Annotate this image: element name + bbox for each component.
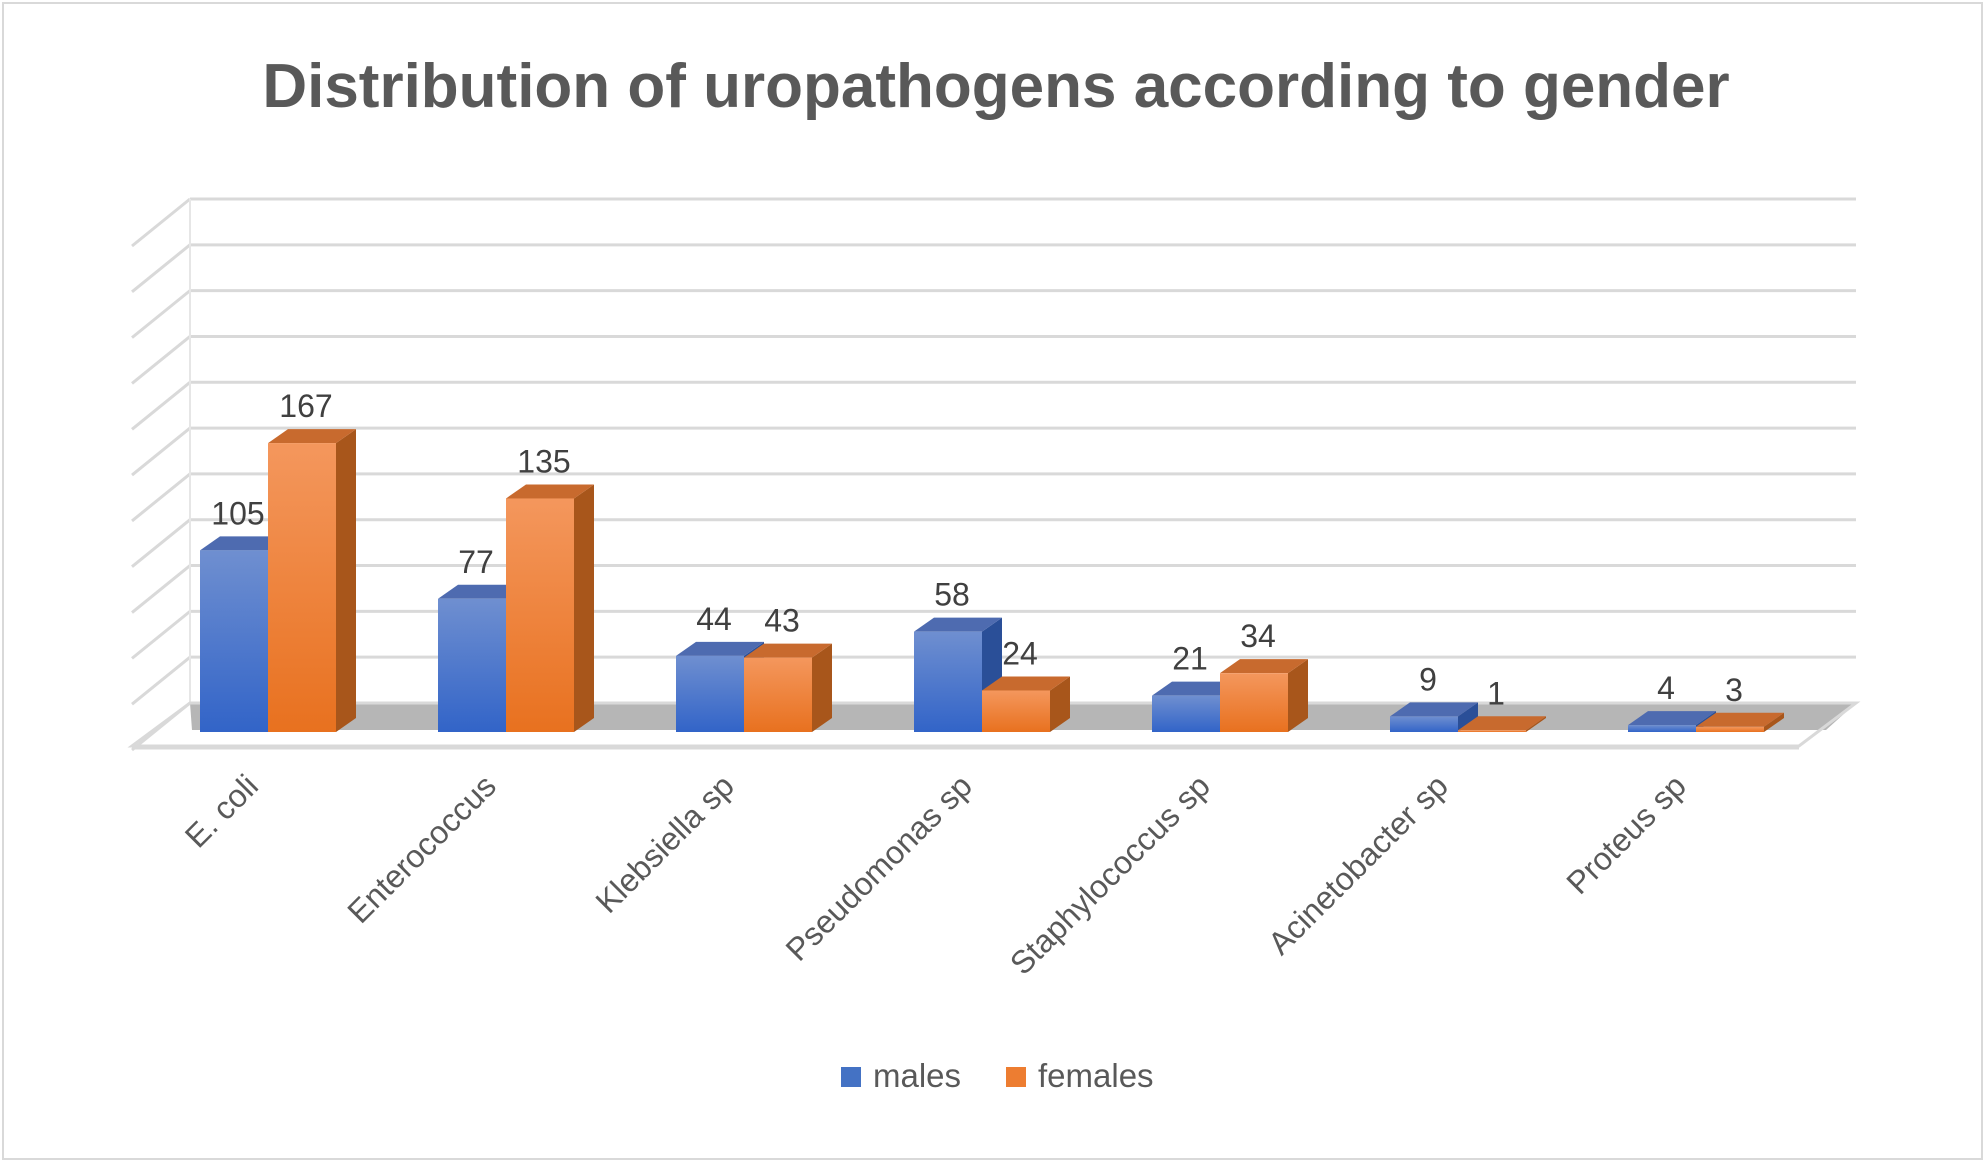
bar-top — [1628, 711, 1716, 726]
chart-svg: Distribution of uropathogens according t… — [127, 52, 1861, 1094]
floor-outline — [127, 701, 1861, 748]
bar-front — [438, 598, 506, 732]
data-label-males-0: 105 — [211, 495, 264, 531]
gridline-side — [131, 518, 191, 568]
bar-front — [1390, 716, 1458, 732]
category-label-0: E. coli — [178, 767, 265, 854]
bar-front — [1220, 673, 1288, 732]
bar-side — [1764, 712, 1784, 732]
category-label-2: Klebsiella sp — [588, 767, 740, 919]
category-label-3: Pseudomonas sp — [779, 767, 979, 967]
gridline-side — [131, 335, 191, 385]
legend: males females — [841, 1057, 1154, 1094]
bar-front — [506, 498, 574, 732]
data-label-males-3: 58 — [934, 577, 970, 613]
bar-front — [1628, 725, 1696, 732]
legend-swatch-females — [1006, 1067, 1026, 1087]
bar-females-1 — [506, 484, 594, 732]
category-label-1: Enterococcus — [340, 767, 503, 930]
bar-top — [982, 676, 1070, 691]
bar-top — [1220, 659, 1308, 674]
legend-swatch-males — [841, 1067, 861, 1087]
bar-front — [1152, 695, 1220, 732]
bar-females-2 — [744, 643, 832, 732]
bar-top — [1390, 702, 1478, 717]
category-label-6: Proteus sp — [1559, 767, 1693, 901]
gridline-side — [131, 289, 191, 339]
gridline-side — [131, 656, 191, 706]
bar-front — [1458, 730, 1526, 732]
bar-females-6 — [1696, 712, 1784, 732]
bar-top — [1152, 681, 1240, 696]
data-label-females-6: 3 — [1725, 672, 1743, 708]
bar-top — [676, 641, 764, 656]
bar-females-0 — [268, 429, 356, 732]
data-label-females-5: 1 — [1487, 675, 1505, 711]
bar-top — [200, 536, 288, 551]
gridline-side — [131, 381, 191, 431]
data-label-males-6: 4 — [1657, 670, 1675, 706]
bar-front — [744, 657, 812, 732]
bar-side — [336, 429, 356, 732]
data-label-males-5: 9 — [1419, 661, 1437, 697]
gridline-side — [131, 472, 191, 523]
category-axis: E. coli Enterococcus Klebsiella sp Pseudomo… — [178, 767, 1693, 981]
data-label-males-1: 77 — [458, 544, 494, 580]
gridline-side — [131, 610, 191, 660]
category-label-5: Acinetobacter sp — [1261, 767, 1455, 961]
gridline-side — [131, 197, 191, 248]
bar-top — [1696, 712, 1784, 727]
bar-top — [438, 584, 526, 599]
bar-top — [744, 643, 832, 658]
gridline-side — [131, 426, 191, 477]
data-label-females-2: 43 — [764, 603, 800, 639]
bar-side — [1288, 659, 1308, 732]
bar-side — [1458, 702, 1478, 732]
data-label-males-4: 21 — [1172, 641, 1208, 677]
bar-side — [1050, 676, 1070, 732]
bars — [200, 429, 1784, 732]
data-label-females-1: 135 — [517, 443, 570, 479]
gridline-side — [131, 243, 191, 293]
bar-top — [914, 617, 1002, 632]
bar-front — [200, 550, 268, 732]
bar-front — [1696, 726, 1764, 732]
bar-front — [676, 655, 744, 732]
bar-front — [914, 631, 982, 732]
bar-top — [1458, 716, 1546, 731]
data-label-females-3: 24 — [1002, 635, 1038, 671]
bar-males-5 — [1390, 702, 1478, 732]
bar-side — [574, 484, 594, 732]
bar-males-4 — [1152, 681, 1240, 732]
legend-label-males: males — [873, 1057, 961, 1094]
gridline-side — [131, 564, 191, 614]
bar-top — [506, 484, 594, 499]
bar-females-4 — [1220, 659, 1308, 732]
bar-females-3 — [982, 676, 1070, 732]
data-label-females-4: 34 — [1240, 618, 1276, 654]
bar-front — [268, 443, 336, 732]
data-label-males-2: 44 — [696, 601, 732, 637]
category-label-4: Staphylococcus sp — [1003, 767, 1217, 981]
gridlines — [131, 197, 1856, 752]
legend-label-females: females — [1038, 1057, 1154, 1094]
bar-top — [268, 429, 356, 444]
bar-females-5 — [1458, 716, 1546, 732]
chart-title: Distribution of uropathogens according t… — [262, 52, 1729, 121]
data-label-females-0: 167 — [279, 388, 332, 424]
bar-front — [982, 690, 1050, 732]
bar-side — [1526, 716, 1546, 732]
bar-side — [812, 643, 832, 732]
